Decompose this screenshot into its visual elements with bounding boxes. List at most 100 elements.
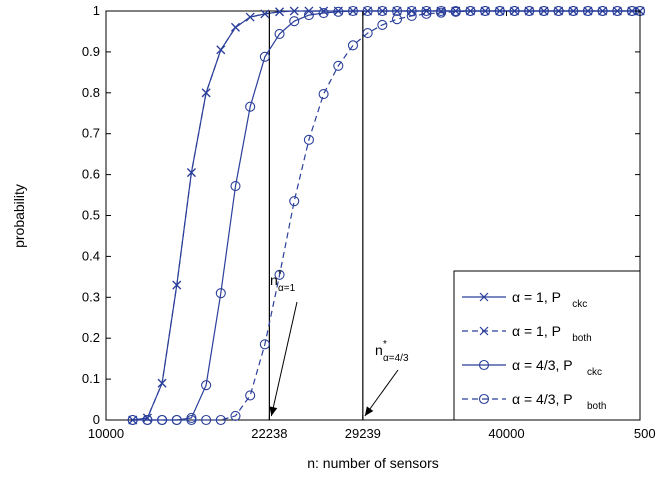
data-point — [245, 12, 255, 22]
legend-entry-2: α = 1, P both — [462, 323, 592, 344]
data-point — [142, 414, 153, 426]
data-point — [347, 40, 359, 51]
data-point — [524, 5, 535, 17]
data-point — [201, 88, 211, 98]
data-point — [215, 414, 226, 426]
data-point — [450, 6, 461, 17]
data-point — [187, 168, 196, 177]
y-tick-label: 0.4 — [82, 248, 100, 263]
y-axis-label: probability — [11, 184, 27, 248]
data-point — [157, 378, 167, 388]
legend-entry-3: α = 4/3, P ckc — [462, 357, 602, 378]
legend-marker — [479, 326, 489, 336]
data-point — [347, 5, 359, 17]
series-line — [132, 10, 640, 421]
data-point — [260, 9, 270, 19]
data-point — [318, 88, 329, 100]
legend-marker — [478, 359, 490, 371]
annotation-sup: * — [383, 339, 387, 350]
data-point — [303, 10, 314, 21]
y-tick-label: 1 — [93, 3, 100, 18]
data-point — [421, 8, 432, 19]
data-point — [612, 5, 623, 17]
data-point — [289, 196, 300, 207]
data-point — [157, 414, 168, 426]
legend-label-sub: both — [572, 333, 591, 344]
data-point — [245, 390, 256, 401]
data-point — [362, 28, 373, 39]
annotation-sup: * — [278, 269, 282, 280]
data-point — [509, 5, 520, 17]
annotation-2: n * α=4/3 — [364, 339, 409, 417]
data-point — [172, 280, 182, 290]
legend-marker — [478, 393, 490, 405]
data-point — [215, 288, 226, 299]
arrow-line — [364, 369, 399, 417]
reference-lines — [268, 11, 364, 420]
y-tick-label: 0.6 — [82, 167, 100, 182]
y-tick-label: 0.8 — [82, 85, 100, 100]
legend-entry-1: α = 1, P ckc — [462, 289, 587, 310]
data-point — [597, 5, 608, 17]
data-point — [230, 181, 241, 192]
data-point — [333, 60, 344, 71]
x-tick-label: 50000 — [634, 426, 656, 441]
data-point — [318, 7, 329, 19]
data-point — [391, 5, 403, 17]
data-point — [274, 28, 285, 39]
y-tick-label: 0.7 — [82, 126, 100, 141]
data-point — [465, 5, 476, 17]
data-point — [201, 380, 212, 391]
data-point — [201, 414, 212, 426]
y-tick-label: 0.3 — [82, 289, 100, 304]
data-point — [303, 134, 314, 145]
y-tick-label: 0 — [93, 412, 100, 427]
data-point — [421, 5, 432, 17]
data-point — [582, 5, 593, 17]
data-point — [377, 19, 388, 30]
data-point — [275, 7, 284, 17]
data-point — [333, 6, 344, 17]
x-axis-label: n: number of sensors — [307, 455, 439, 471]
data-point — [480, 5, 491, 17]
axis-ticks: 0 0.1 0.2 0.3 0.4 0.5 0.6 0.7 0.8 0.9 1 10000 22238 2… — [82, 3, 656, 441]
legend-label-sub: ckc — [572, 299, 587, 310]
y-tick-label: 0.9 — [82, 44, 100, 59]
legend-label: α = 1, P — [512, 289, 561, 305]
y-tick-label: 0.1 — [82, 371, 100, 386]
data-point — [406, 10, 417, 21]
data-point — [436, 7, 447, 18]
arrow-head — [364, 406, 374, 416]
data-point — [186, 414, 197, 426]
annotation-sub: α=4/3 — [383, 353, 409, 364]
arrow-head — [269, 406, 278, 416]
y-tick-label: 0.2 — [82, 330, 100, 345]
data-point — [494, 5, 505, 17]
data-point — [391, 14, 403, 25]
data-point — [289, 16, 300, 27]
y-tick-label: 0.5 — [82, 208, 100, 223]
series-line — [132, 10, 640, 421]
x-tick-label: 40000 — [488, 426, 524, 441]
annotation-label: n — [270, 272, 278, 288]
series-4 — [127, 5, 646, 426]
data-point — [216, 45, 226, 55]
data-point — [245, 101, 256, 112]
data-point — [127, 414, 138, 426]
data-point — [289, 6, 299, 16]
legend-entry-4: α = 4/3, P both — [462, 391, 606, 412]
data-point — [231, 22, 240, 32]
legend-label-sub: ckc — [587, 367, 602, 378]
annotations: n *α=1n *α=4/3 — [269, 269, 409, 417]
data-point — [259, 51, 270, 62]
legend-label-sub: both — [587, 401, 606, 412]
annotation-sub: α=1 — [278, 283, 296, 294]
data-point — [377, 5, 388, 17]
data-point — [142, 413, 152, 423]
legend-label: α = 4/3, P — [512, 391, 573, 407]
x-tick-label: 22238 — [251, 426, 287, 441]
legend-label: α = 1, P — [512, 323, 561, 339]
data-point — [274, 269, 285, 280]
